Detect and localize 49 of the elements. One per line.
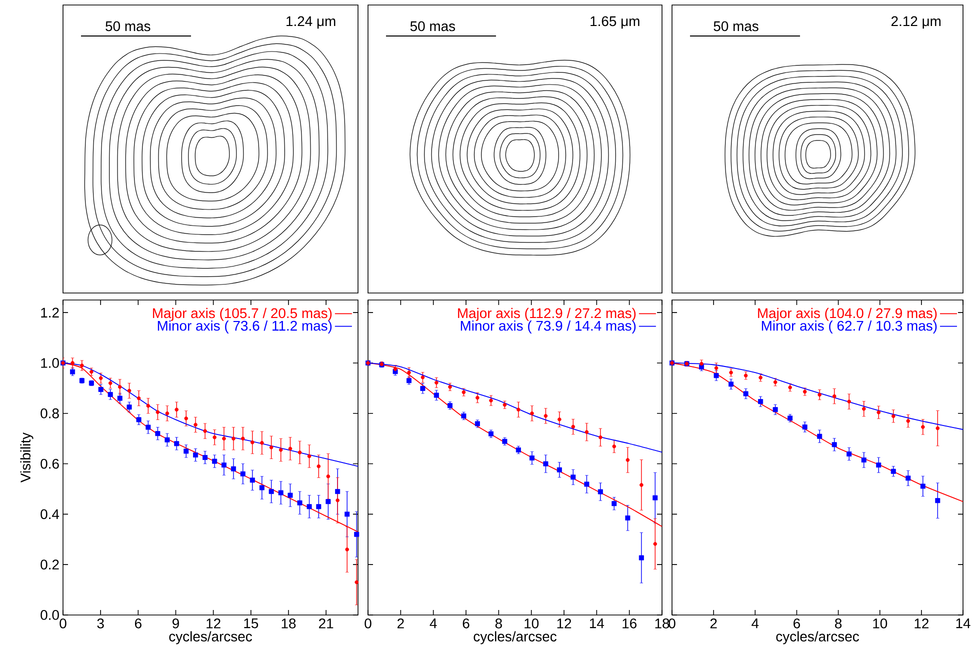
y-tick-label: 0.6 [40, 458, 59, 469]
x-tick-label: 2 [710, 618, 717, 628]
x-tick-label: 10 [524, 618, 539, 628]
y-tick-label: 0.2 [40, 560, 59, 570]
x-tick-label: 6 [462, 618, 470, 628]
x-tick-label: 12 [557, 618, 572, 628]
x-axis-title: cycles/arcsec [776, 631, 859, 644]
x-tick-label: 0 [668, 618, 676, 628]
y-axis-title: Visibility [20, 432, 34, 482]
x-axis-title: cycles/arcsec [169, 631, 252, 644]
x-tick-label: 2 [398, 618, 404, 628]
legend-label: Major axis (105.7 / 20.5 mas) [153, 308, 332, 321]
x-tick-label: 6 [134, 618, 142, 628]
x-tick-label: 8 [495, 618, 502, 628]
x-axis-title: cycles/arcsec [474, 631, 556, 644]
y-tick-label: 1.0 [41, 358, 59, 368]
text: 1.65 μm [590, 16, 640, 29]
x-tick-label: 14 [590, 618, 604, 628]
legend-label: Minor axis ( 73.6 / 11.2 mas) [158, 320, 332, 334]
text: 50 mas [410, 21, 456, 32]
x-tick-label: 0 [364, 618, 372, 628]
x-tick-label: 12 [206, 618, 220, 628]
x-tick-label: 18 [282, 618, 296, 628]
legend-label: Major axis (112.9 / 27.2 mas) [458, 308, 636, 321]
x-tick-label: 14 [956, 618, 970, 628]
x-tick-label: 15 [244, 618, 258, 628]
legend-label: Minor axis ( 73.9 / 14.4 mas) [460, 320, 636, 334]
text: 2.12 μm [891, 16, 941, 29]
x-tick-label: 4 [430, 618, 437, 628]
x-tick-label: 16 [622, 618, 636, 628]
x-tick-label: 9 [172, 618, 179, 628]
text: 50 mas [714, 21, 758, 32]
x-tick-label: 6 [794, 618, 800, 628]
text: 50 mas [106, 21, 150, 32]
x-tick-label: 0 [60, 618, 66, 628]
y-tick-label: 1.2 [41, 308, 59, 318]
x-tick-label: 4 [752, 618, 759, 628]
x-tick-label: 12 [914, 618, 928, 628]
y-tick-label: 0.4 [40, 509, 60, 520]
legend-label: Minor axis ( 62.7 / 10.3 mas) [762, 320, 937, 334]
y-tick-label: 0.8 [40, 408, 59, 418]
legend-label: Major axis (104.0 / 27.9 mas) [758, 308, 937, 321]
x-tick-label: 8 [835, 618, 842, 628]
y-tick-label: 0.0 [40, 610, 59, 620]
x-tick-label: 10 [873, 618, 888, 628]
x-tick-label: 21 [319, 618, 334, 628]
x-tick-label: 3 [97, 618, 104, 628]
text: 1.24 μm [286, 16, 336, 29]
x-tick-label: 18 [655, 618, 670, 628]
